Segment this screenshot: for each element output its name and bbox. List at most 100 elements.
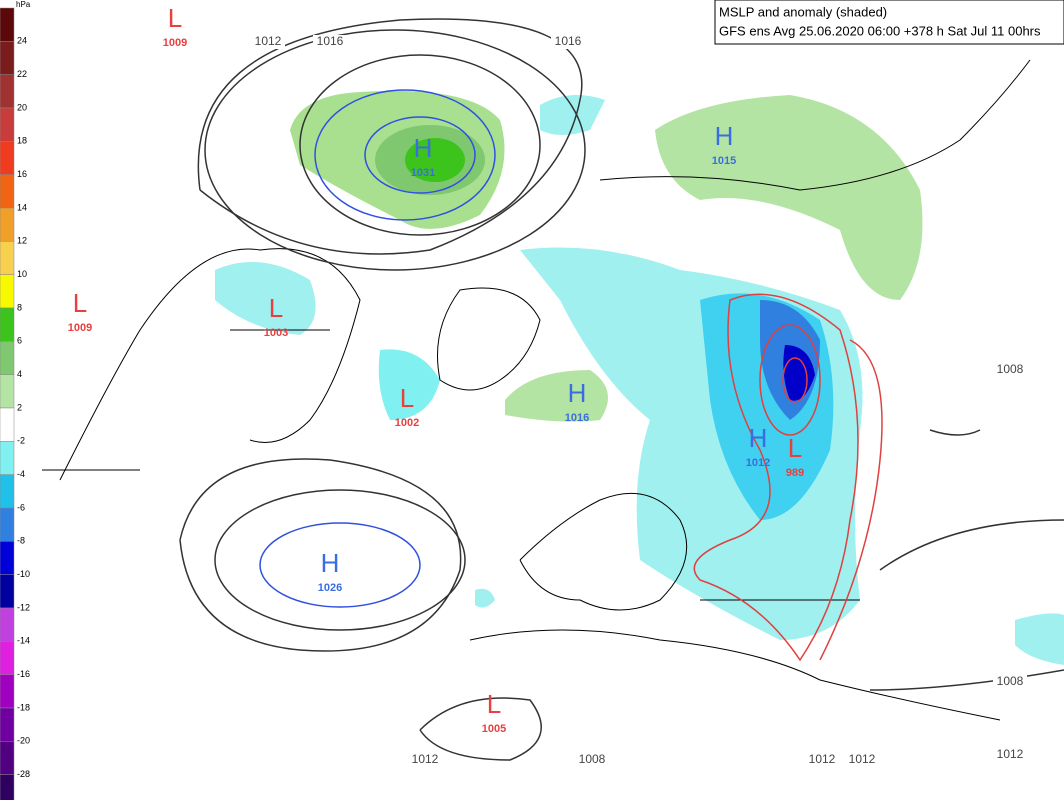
center-letter: L — [487, 689, 501, 719]
legend-swatch — [0, 441, 15, 475]
legend-label: 24 — [17, 36, 27, 46]
title-box — [714, 0, 1064, 45]
legend-label: -8 — [17, 536, 25, 546]
legend-swatch — [0, 307, 15, 342]
isobar-label-bg — [551, 35, 585, 49]
legend-swatch — [0, 41, 15, 75]
legend-label: 22 — [17, 69, 27, 79]
isobar-label-bg — [575, 753, 609, 767]
center-value: 1002 — [395, 417, 419, 429]
legend-label: 6 — [17, 336, 22, 346]
map-title: MSLP and anomaly (shaded) — [719, 4, 887, 19]
map-subtitle: GFS ens Avg 25.06.2020 06:00 +378 h Sat … — [719, 23, 1041, 38]
center-value: 1009 — [68, 322, 92, 334]
legend-label: -18 — [17, 702, 30, 712]
isobar-label: 1016 — [555, 34, 582, 48]
legend-swatch — [0, 74, 15, 109]
legend: 24 22 20 18 16 14 12 10 8 6 4 2 -2 -4 -6 -8 -10 -12 -14 -16… — [0, 7, 30, 800]
legend-swatch — [0, 174, 15, 209]
legend-swatch — [0, 474, 15, 509]
center-value: 989 — [786, 467, 804, 479]
legend-label: -28 — [17, 769, 30, 779]
legend-swatch — [0, 7, 15, 42]
legend-label: -14 — [17, 636, 30, 646]
legend-label: 14 — [17, 202, 27, 212]
legend-label: 10 — [17, 269, 27, 279]
legend-label: -12 — [17, 602, 30, 612]
anomaly-contours — [693, 293, 883, 662]
isobar-label-bg — [993, 675, 1027, 689]
center-letter: L — [788, 433, 802, 463]
isobar-label: 1012 — [849, 752, 876, 766]
legend-label: -2 — [17, 436, 25, 446]
center-value: 1009 — [163, 37, 187, 49]
legend-swatch — [0, 341, 15, 375]
legend-swatch — [0, 374, 15, 409]
isobar-label: 1012 — [255, 34, 282, 48]
legend-label: -6 — [17, 502, 25, 512]
center-letter: H — [749, 423, 768, 453]
legend-swatch — [0, 207, 15, 242]
legend-label: -16 — [17, 669, 30, 679]
center-value: 1003 — [264, 327, 288, 339]
center-letter: H — [414, 133, 433, 163]
isobar-label: 1012 — [412, 752, 439, 766]
legend-swatch — [0, 574, 15, 609]
legend-swatch — [0, 274, 15, 309]
isobar-label-bg — [313, 35, 347, 49]
legend-swatch — [0, 674, 15, 709]
center-letter: L — [73, 288, 87, 318]
center-letter: L — [168, 3, 182, 33]
legend-unit: hPa — [16, 0, 31, 9]
isobar-label: 1008 — [579, 752, 606, 766]
legend-label: -20 — [17, 736, 30, 746]
center-value: 1005 — [482, 723, 506, 735]
legend-swatch — [0, 774, 15, 800]
legend-label: -4 — [17, 469, 25, 479]
center-letter: H — [321, 548, 340, 578]
isobar-label: 1012 — [997, 747, 1024, 761]
center-letter: H — [715, 121, 734, 151]
isobar-label: 1008 — [997, 674, 1024, 688]
legend-label: 16 — [17, 169, 27, 179]
legend-swatch — [0, 641, 15, 675]
center-value: 1026 — [318, 582, 342, 594]
legend-swatch — [0, 607, 15, 642]
center-value: 1012 — [746, 457, 770, 469]
isobar-label-bg — [993, 748, 1027, 762]
center-letter: L — [400, 383, 414, 413]
isobar-label: 1012 — [809, 752, 836, 766]
center-value: 1015 — [712, 155, 736, 167]
isobar-label: 1016 — [317, 34, 344, 48]
isobar-label-bg — [845, 753, 879, 767]
legend-label: 4 — [17, 369, 22, 379]
legend-label: 12 — [17, 236, 27, 246]
legend-swatch — [0, 707, 15, 742]
legend-swatch — [0, 141, 15, 175]
isobar-label: 1008 — [997, 362, 1024, 376]
center-value: 1031 — [411, 167, 435, 179]
legend-swatch — [0, 407, 15, 442]
center-letter: H — [568, 378, 587, 408]
legend-swatch — [0, 107, 15, 142]
center-letter: L — [269, 293, 283, 323]
isobar-labels: 1012 1016 1016 1008 1008 1012 1008 1012 1012 1012 — [251, 34, 1027, 767]
isobars — [179, 18, 1064, 761]
isobar-label-bg — [251, 35, 285, 49]
legend-label: 8 — [17, 302, 22, 312]
legend-label: -10 — [17, 569, 30, 579]
isobar-label-bg — [408, 753, 442, 767]
legend-swatch — [0, 507, 15, 542]
legend-swatch — [0, 741, 15, 775]
legend-label: 18 — [17, 136, 27, 146]
legend-swatch — [0, 541, 15, 575]
legend-label: 2 — [17, 402, 22, 412]
isobar-label-bg — [805, 753, 839, 767]
center-value: 1016 — [565, 412, 589, 424]
isobar-label-bg — [993, 363, 1027, 377]
pressure-centers: L 1009 L 1009 H 1031 H 1015 L 1003 L 1002 H 1016 H 1012… — [68, 3, 804, 735]
legend-label: 20 — [17, 102, 27, 112]
legend-swatch — [0, 241, 15, 275]
anomaly-shading — [215, 90, 1064, 665]
